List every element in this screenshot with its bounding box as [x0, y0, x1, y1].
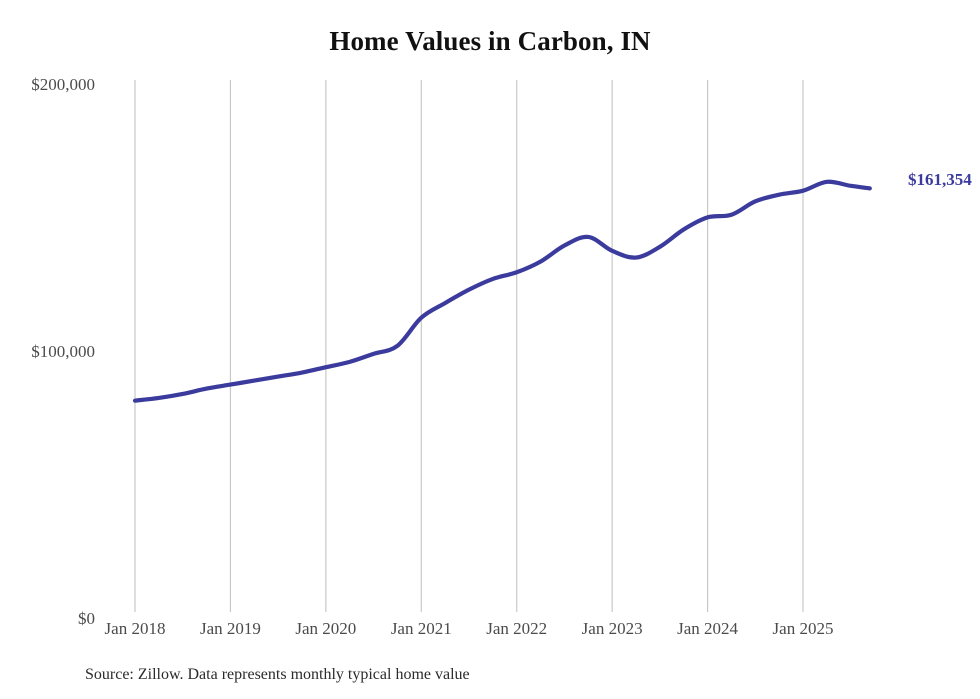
- x-axis-tick-jan-2024: Jan 2024: [677, 619, 739, 638]
- series-end-value-label: $161,354: [908, 170, 972, 189]
- x-axis-tick-jan-2020: Jan 2020: [295, 619, 357, 638]
- y-axis-tick-200000: $200,000: [31, 75, 95, 94]
- chart-title: Home Values in Carbon, IN: [329, 26, 651, 56]
- x-axis-tick-jan-2018: Jan 2018: [104, 619, 166, 638]
- y-axis-tick-0: $0: [78, 609, 95, 628]
- gridlines-group: [134, 80, 804, 612]
- x-axis-tick-jan-2021: Jan 2021: [390, 619, 452, 638]
- x-axis-tick-jan-2022: Jan 2022: [486, 619, 548, 638]
- x-axis-tick-jan-2025: Jan 2025: [772, 619, 834, 638]
- series-group: [132, 179, 872, 403]
- source-note: Source: Zillow. Data represents monthly …: [85, 666, 470, 683]
- x-axis-tick-jan-2019: Jan 2019: [199, 619, 261, 638]
- y-axis-tick-100000: $100,000: [31, 342, 95, 361]
- x-axis-tick-jan-2023: Jan 2023: [581, 619, 643, 638]
- series-line-0: [132, 179, 872, 403]
